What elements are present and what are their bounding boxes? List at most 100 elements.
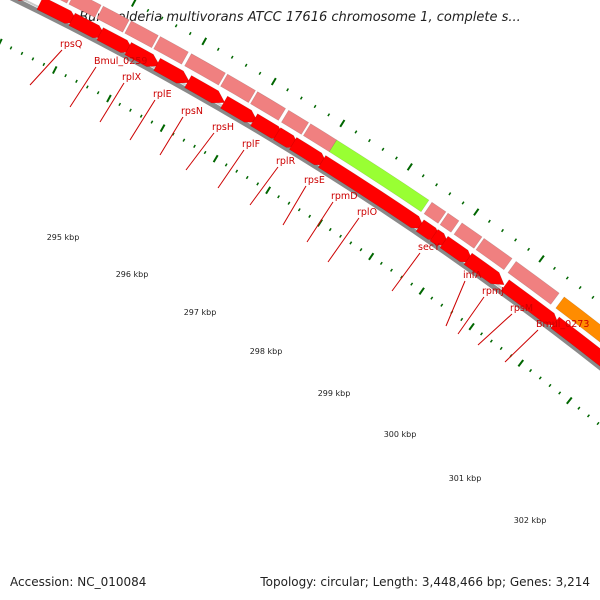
cds-arrow[interactable] [220,95,259,123]
scale-tick [193,144,196,149]
feature-label[interactable]: rpsM [510,303,533,314]
feature-label[interactable]: rplO [357,207,377,218]
scale-tick [118,102,122,107]
gene-box-orange[interactable] [555,296,600,370]
scale-tick [85,85,89,89]
label-leader-line [159,116,184,156]
scale-label: 298 kbp [250,347,283,356]
gene-box[interactable] [153,36,189,65]
label-leaders [29,49,539,363]
scale-tick [529,368,533,373]
feature-label[interactable]: Bmul_0259 [94,56,147,67]
feature-label[interactable]: rpmD [331,191,358,202]
feature-label[interactable]: rpsQ [60,39,82,50]
gene-box[interactable] [68,0,102,18]
scale-tick [52,65,58,75]
cds-arrow[interactable] [124,42,161,67]
scale-tick [480,332,484,336]
outer-tick [299,96,303,100]
gene-box[interactable] [220,73,256,103]
scale-tick [265,186,272,195]
label-leader-line [445,280,466,327]
gene-box[interactable] [184,53,226,86]
scale-tick [75,79,78,83]
scale-tick [0,38,3,45]
scale-tick [410,282,414,286]
feature-label[interactable]: rplF [242,139,260,150]
cds-arrow[interactable] [184,75,226,104]
label-leader-line [129,99,156,141]
scale-tick [139,114,143,118]
cds-arrow[interactable] [317,155,425,229]
scale-tick [224,163,228,167]
scale-tick [468,322,475,331]
outer-tick [327,113,331,117]
scale-ticks [0,0,600,426]
gene-box[interactable] [124,20,159,49]
scale-tick [96,91,100,95]
label-leader-line [99,82,125,123]
outer-tick [146,8,150,13]
outer-tick [527,247,531,252]
scale-tick [9,46,13,50]
gene-box[interactable] [439,212,460,233]
scale-tick [31,57,35,61]
feature-label[interactable]: rpsE [304,175,325,186]
cds-arrow[interactable] [463,252,505,286]
feature-label[interactable]: rplX [122,72,142,83]
outer-tick [174,24,178,28]
outer-tick [435,183,438,187]
scale-tick [548,383,552,388]
feature-label[interactable]: rplR [276,156,296,167]
scale-tick [558,391,562,395]
gene-box[interactable] [475,237,513,271]
feature-label[interactable]: rpsN [181,106,203,117]
label-leader-line [477,313,513,346]
feature-label[interactable]: secY [418,242,440,253]
scale-tick [308,214,312,218]
feature-label[interactable]: Bmul_0273 [536,319,589,330]
scale-tick [418,287,425,295]
outer-tick [501,228,504,233]
gene-box-highlighted[interactable] [328,139,430,213]
accession-text: Accession: NC_010084 [10,575,147,589]
label-leader-line [391,252,421,292]
feature-label[interactable]: rplE [153,89,172,100]
gene-box[interactable] [96,5,130,33]
outer-tick [230,55,234,59]
cds-arrow[interactable] [153,57,191,84]
outer-tick [578,286,582,290]
label-leader-line [185,132,215,171]
cds-arrow[interactable] [0,0,32,1]
scale-tick [440,303,444,307]
feature-label[interactable]: infA [463,270,482,281]
backbone-highlight-arc [22,0,600,364]
cds-arrow[interactable] [500,279,560,326]
label-leader-line [29,49,63,86]
scale-tick [159,124,166,133]
scale-tick [171,132,175,136]
scale-label: 297 kbp [184,308,217,317]
cds-arrow[interactable] [550,316,600,396]
scale-tick [64,73,67,78]
gene-box[interactable] [507,260,560,305]
scale-tick [577,406,581,410]
scale-label: 295 kbp [47,233,80,242]
feature-label[interactable]: rpmJ [482,286,504,297]
outer-tick [514,238,518,242]
label-leader-line [217,149,245,189]
scale-tick [245,175,249,180]
gene-box[interactable] [423,201,447,224]
gene-box[interactable] [37,0,73,4]
scale-tick [20,51,24,56]
gene-box[interactable] [453,222,483,249]
gene-box[interactable] [280,109,310,135]
gene-box[interactable] [250,91,287,121]
feature-label[interactable]: rpsH [212,122,234,133]
gene-box[interactable] [302,123,338,153]
scale-tick [566,396,573,405]
outer-tick [216,47,220,51]
gene-track [37,0,600,370]
scale-tick [339,234,342,238]
